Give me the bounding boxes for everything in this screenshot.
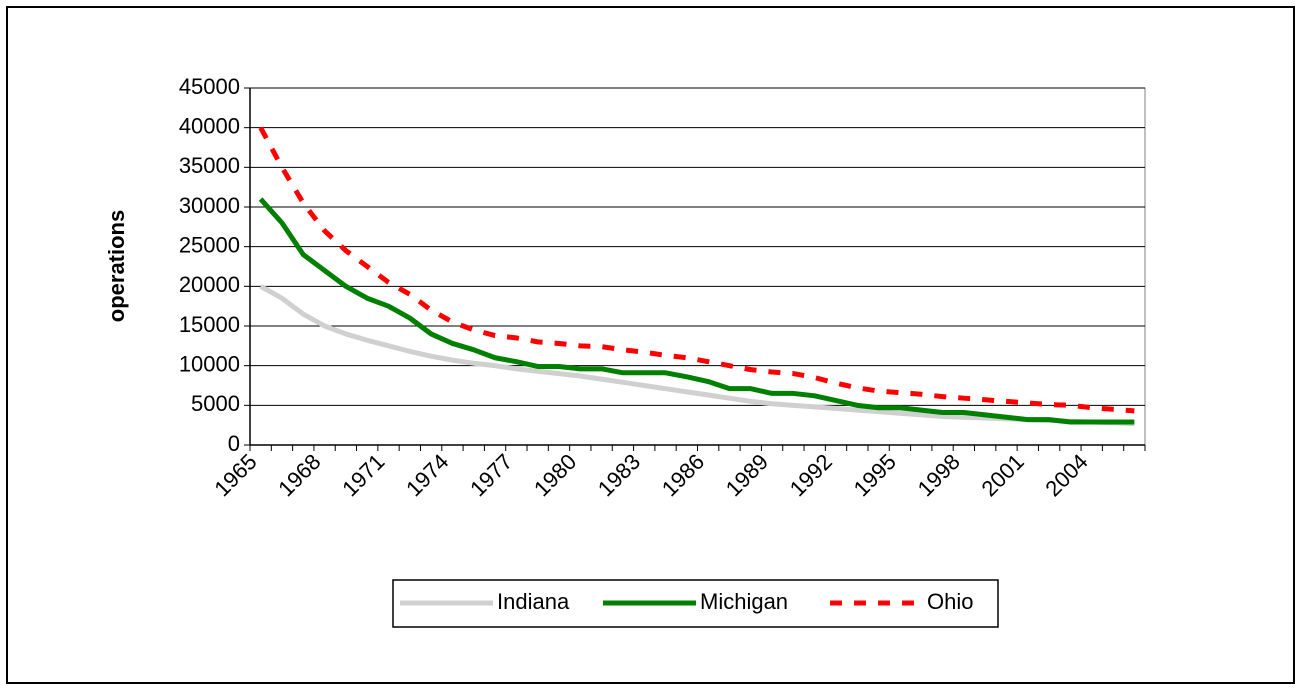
legend-label: Michigan — [700, 589, 788, 614]
y-tick-label: 10000 — [179, 351, 240, 376]
legend-label: Ohio — [927, 589, 973, 614]
plot-area — [249, 87, 1146, 446]
y-tick-label: 0 — [228, 431, 240, 456]
y-tick-label: 20000 — [179, 272, 240, 297]
series-line — [259, 284, 1135, 427]
y-tick-label: 15000 — [179, 312, 240, 337]
legend-label: Indiana — [497, 589, 570, 614]
y-tick-label: 35000 — [179, 153, 240, 178]
series-line — [258, 126, 1135, 414]
y-tick-label: 25000 — [179, 232, 240, 257]
y-tick-label: 5000 — [191, 391, 240, 416]
y-tick-label: 30000 — [179, 193, 240, 218]
y-tick-label: 40000 — [179, 113, 240, 138]
y-tick-label: 45000 — [179, 74, 240, 99]
y-axis-label: operations — [104, 210, 129, 322]
series-line — [258, 197, 1135, 425]
